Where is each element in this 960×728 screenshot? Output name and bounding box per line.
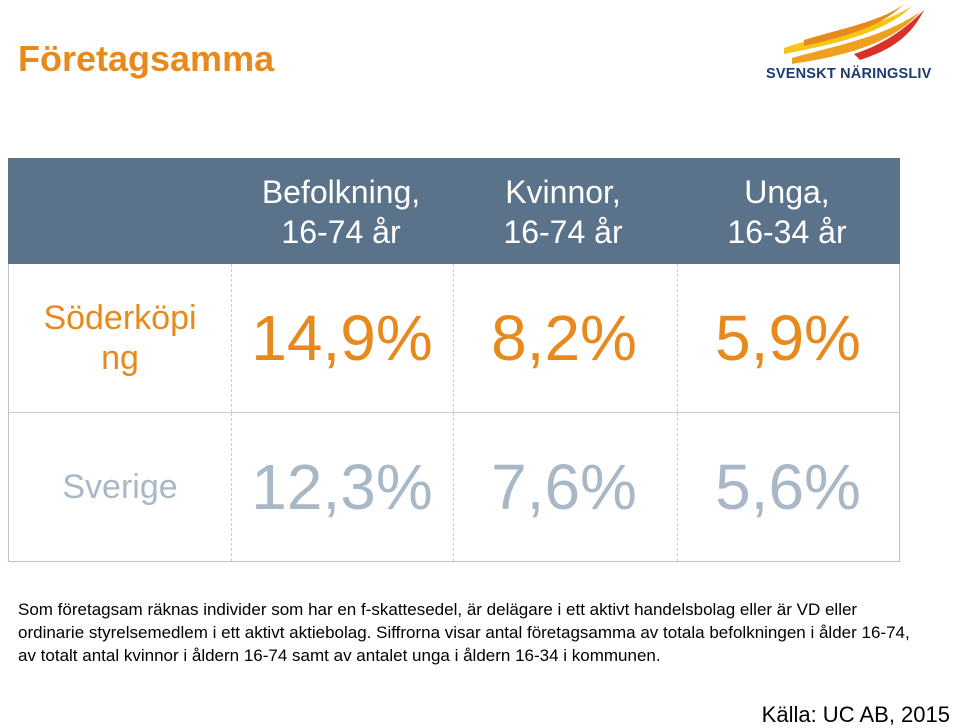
data-table: Befolkning, 16-74 år Kvinnor, 16-74 år U… — [8, 158, 900, 562]
value-cell: 12,3% — [251, 451, 433, 523]
wing-logo-icon — [784, 4, 924, 64]
column-divider — [453, 264, 454, 412]
value-cell: 8,2% — [491, 302, 637, 374]
column-divider — [231, 264, 232, 412]
value-cell: 5,6% — [715, 451, 861, 523]
column-divider — [453, 413, 454, 561]
footnote: Som företagsam räknas individer som har … — [18, 600, 910, 665]
value-cell: 5,9% — [715, 302, 861, 374]
value-cell: 14,9% — [251, 302, 433, 374]
column-divider — [677, 264, 678, 412]
column-header-unga: Unga, 16-34 år — [727, 174, 847, 250]
logo-text: SVENSKT NÄRINGSLIV — [766, 66, 932, 82]
table-row-soderkoping: Söderköpi ng 14,9% 8,2% 5,9% — [8, 264, 900, 413]
column-header-befolkning: Befolkning, 16-74 år — [261, 174, 421, 250]
column-header-kvinnor: Kvinnor, 16-74 år — [503, 174, 623, 250]
row-label-soderkoping: Söderköpi ng — [43, 299, 197, 377]
column-divider — [231, 413, 232, 561]
value-cell: 7,6% — [491, 451, 637, 523]
source-label: Källa: UC AB, 2015 — [761, 702, 950, 727]
page-title: Företagsamma — [18, 38, 275, 79]
table-row-sverige: Sverige 12,3% 7,6% 5,6% — [8, 413, 900, 562]
table-header: Befolkning, 16-74 år Kvinnor, 16-74 år U… — [8, 158, 900, 264]
column-divider — [677, 413, 678, 561]
row-label-sverige: Sverige — [62, 468, 178, 506]
